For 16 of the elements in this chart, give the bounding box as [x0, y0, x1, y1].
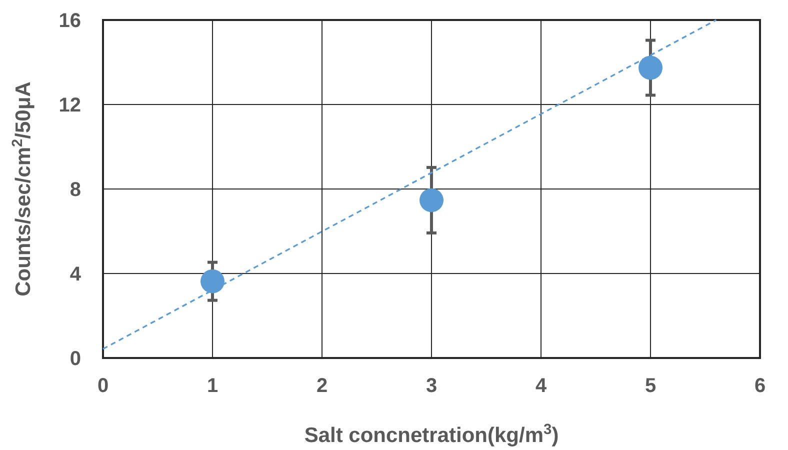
y-tick-label: 4	[70, 264, 82, 286]
point	[420, 188, 444, 212]
point	[200, 269, 224, 294]
x-tick-label: 5	[644, 375, 656, 397]
y-tick-label: 8	[70, 179, 81, 201]
x-tick-label: 4	[535, 375, 548, 397]
x-tick-label: 0	[97, 375, 109, 397]
x-axis-title: Salt concnetration(kg/m$^{3}$)	[304, 422, 559, 447]
y-tick-label: 16	[58, 10, 81, 32]
y-tick-label: 0	[70, 348, 81, 370]
x-tick-label: 1	[206, 375, 218, 397]
x-tick-label: 3	[426, 375, 438, 397]
y-tick-label: 12	[58, 94, 81, 116]
x-tick-label: 6	[754, 375, 766, 397]
x-tick-label: 2	[316, 375, 328, 397]
point	[638, 56, 662, 80]
